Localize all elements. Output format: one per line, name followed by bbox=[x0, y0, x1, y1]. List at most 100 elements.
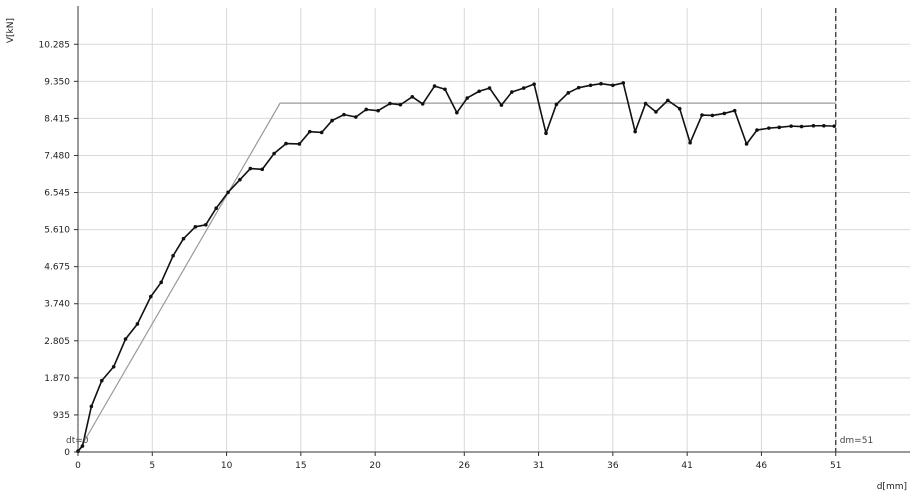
measured-point bbox=[135, 322, 140, 326]
measured-point bbox=[432, 84, 437, 88]
y-tick-label: 4.675 bbox=[44, 263, 70, 273]
measured-point bbox=[342, 112, 346, 117]
measured-point bbox=[420, 102, 425, 106]
x-tick-label: 51 bbox=[830, 461, 841, 471]
y-tick-label: 8.415 bbox=[44, 114, 70, 124]
x-tick-label: 31 bbox=[533, 461, 544, 471]
measured-point bbox=[732, 108, 737, 113]
measured-point bbox=[455, 110, 459, 115]
measured-point bbox=[521, 86, 526, 90]
measured-point bbox=[499, 103, 504, 107]
measured-point bbox=[364, 107, 369, 112]
measured-point bbox=[203, 223, 208, 227]
x-tick-label: 36 bbox=[607, 461, 619, 471]
x-tick-label: 26 bbox=[459, 461, 471, 471]
measured-point bbox=[822, 123, 826, 128]
measured-point bbox=[111, 364, 116, 369]
x-tick-label: 5 bbox=[149, 461, 155, 471]
series-layer bbox=[76, 81, 837, 454]
measured-point bbox=[260, 167, 265, 172]
y-tick-label: 7.480 bbox=[44, 151, 70, 161]
measured-point bbox=[89, 404, 94, 409]
measured-point bbox=[677, 106, 682, 111]
measured-point bbox=[226, 190, 230, 195]
measured-point bbox=[284, 141, 288, 146]
measured-point bbox=[599, 81, 603, 86]
measured-point bbox=[744, 142, 749, 146]
measured-point bbox=[319, 130, 324, 135]
x-tick-label: 10 bbox=[221, 461, 233, 471]
annotations: dt=0 dm=51 bbox=[66, 8, 873, 452]
axes bbox=[74, 6, 910, 456]
measured-point bbox=[621, 81, 626, 85]
x-tick-label: 15 bbox=[295, 461, 306, 471]
measured-point bbox=[544, 131, 548, 136]
x-tick-label: 0 bbox=[75, 461, 81, 471]
x-tick-label: 20 bbox=[369, 461, 381, 471]
y-tick-label: 6.545 bbox=[44, 189, 70, 199]
measured-point bbox=[388, 101, 392, 106]
measured-point bbox=[123, 337, 128, 341]
measured-point bbox=[307, 129, 312, 134]
measured-point bbox=[159, 280, 163, 285]
measured-point bbox=[99, 378, 104, 383]
measured-point bbox=[832, 124, 837, 128]
measured-point bbox=[588, 83, 593, 88]
measured-point bbox=[710, 113, 715, 118]
measured-point bbox=[722, 111, 727, 116]
measured-point bbox=[330, 118, 334, 123]
bilinear-series-line bbox=[77, 102, 836, 453]
measured-point bbox=[611, 83, 615, 88]
measured-point bbox=[272, 151, 276, 156]
measured-point bbox=[510, 90, 514, 94]
measured-point bbox=[789, 124, 793, 128]
measured-point bbox=[297, 142, 302, 146]
measured-point bbox=[767, 126, 771, 130]
measured-point bbox=[700, 113, 704, 117]
y-tick-label: 10.285 bbox=[39, 40, 71, 50]
dt-label: dt=0 bbox=[66, 436, 89, 446]
y-ticks: 0 935 1.870 2.805 3.740 4.675 5.610 6.545 7.480 8… bbox=[39, 40, 78, 458]
measured-point bbox=[181, 236, 186, 241]
measured-point bbox=[477, 89, 481, 94]
measured-point bbox=[238, 177, 242, 182]
measured-point bbox=[566, 91, 571, 95]
measured-point bbox=[193, 225, 198, 229]
measured-point bbox=[654, 110, 658, 114]
measured-point bbox=[171, 253, 175, 258]
measured-point bbox=[443, 87, 447, 92]
measured-point bbox=[554, 102, 559, 107]
measured-point bbox=[755, 128, 759, 132]
measured-point bbox=[214, 206, 218, 210]
measured-point bbox=[799, 124, 804, 129]
y-tick-label: 9.350 bbox=[44, 77, 70, 87]
measured-point bbox=[777, 125, 782, 130]
measured-point bbox=[149, 294, 153, 299]
y-tick-label: 935 bbox=[53, 411, 70, 421]
x-ticks: 0 5 10 15 20 26 31 36 41 46 51 bbox=[75, 452, 841, 471]
measured-point bbox=[465, 96, 470, 100]
measured-point bbox=[80, 444, 85, 448]
measured-point bbox=[666, 98, 670, 103]
measured-point bbox=[376, 108, 380, 113]
y-tick-label: 2.805 bbox=[44, 337, 70, 347]
measured-point bbox=[532, 82, 536, 86]
dm-label: dm=51 bbox=[840, 436, 873, 446]
measured-point bbox=[643, 101, 648, 106]
x-axis-label: d[mm] bbox=[877, 482, 907, 492]
y-tick-label: 5.610 bbox=[44, 226, 70, 236]
measured-point bbox=[487, 86, 492, 90]
measured-point bbox=[811, 123, 816, 128]
measured-point bbox=[248, 166, 253, 171]
measured-point bbox=[576, 85, 581, 90]
y-tick-label: 1.870 bbox=[44, 374, 70, 384]
x-tick-label: 41 bbox=[681, 461, 692, 471]
measured-point bbox=[633, 129, 637, 134]
measured-point bbox=[688, 140, 692, 145]
y-tick-label: 0 bbox=[64, 448, 70, 458]
y-axis-label: V[kN] bbox=[6, 18, 16, 43]
measured-point bbox=[398, 102, 403, 107]
y-tick-label: 3.740 bbox=[44, 300, 70, 310]
measured-point bbox=[410, 95, 415, 99]
